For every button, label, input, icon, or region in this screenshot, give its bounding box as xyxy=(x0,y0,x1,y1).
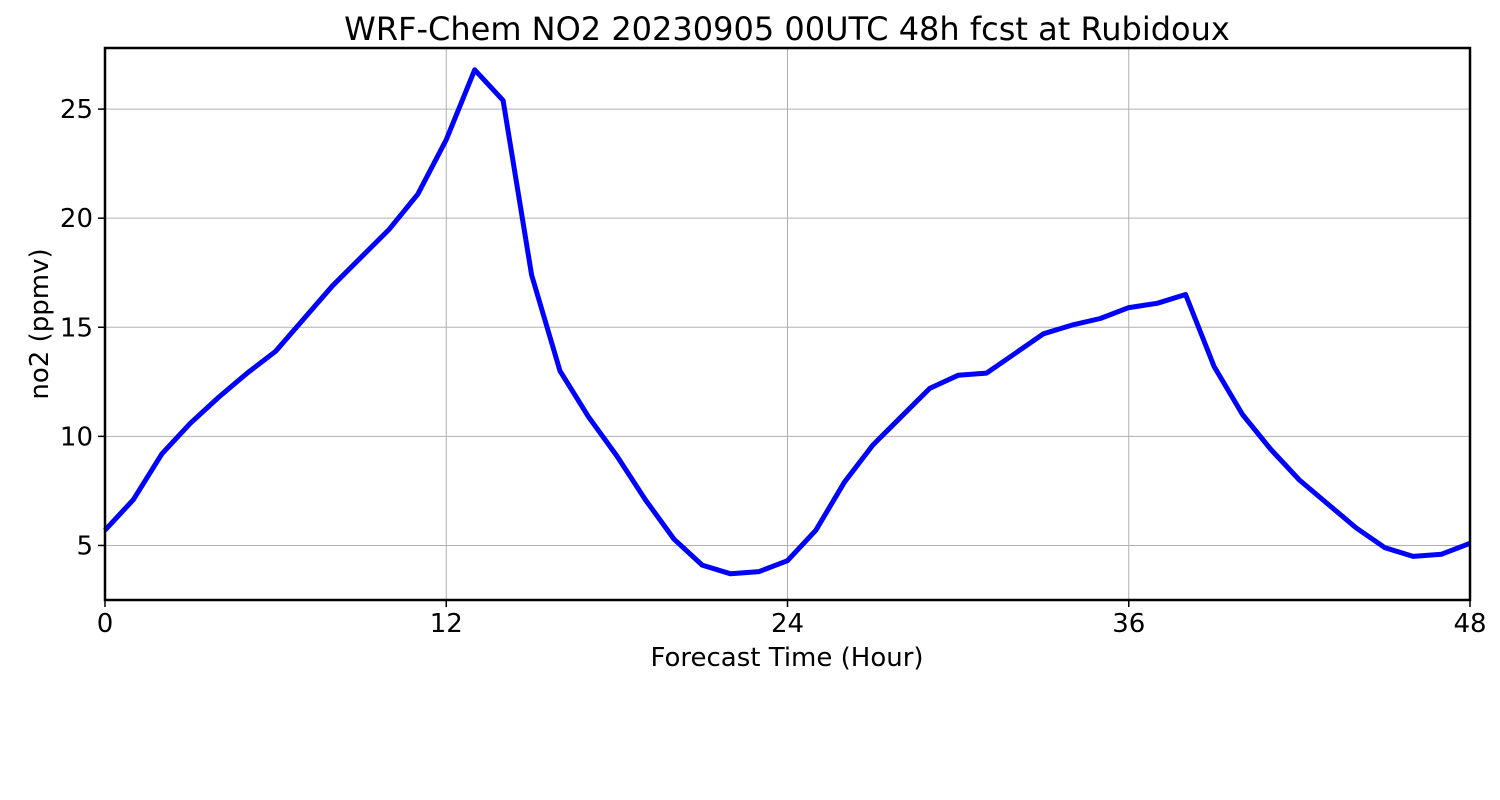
y-axis: 5 10 15 20 25 xyxy=(60,95,105,561)
chart-title: WRF-Chem NO2 20230905 00UTC 48h fcst at … xyxy=(344,10,1230,48)
x-axis-label: Forecast Time (Hour) xyxy=(650,643,923,673)
y-tick-label: 20 xyxy=(60,204,93,234)
y-axis-label: no2 (ppmv) xyxy=(25,248,55,399)
x-tick-label: 0 xyxy=(97,609,114,639)
y-tick-label: 5 xyxy=(76,531,93,561)
series-line xyxy=(103,67,1471,577)
x-axis: 0 12 24 36 48 xyxy=(97,600,1487,639)
x-tick-label: 36 xyxy=(1112,609,1145,639)
x-tick-label: 12 xyxy=(430,609,463,639)
x-tick-label: 48 xyxy=(1453,609,1486,639)
y-tick-label: 25 xyxy=(60,95,93,125)
x-tick-label: 24 xyxy=(771,609,804,639)
y-tick-label: 10 xyxy=(60,422,93,452)
series-layer xyxy=(103,67,1471,577)
y-tick-label: 15 xyxy=(60,313,93,343)
grid xyxy=(104,48,1471,600)
